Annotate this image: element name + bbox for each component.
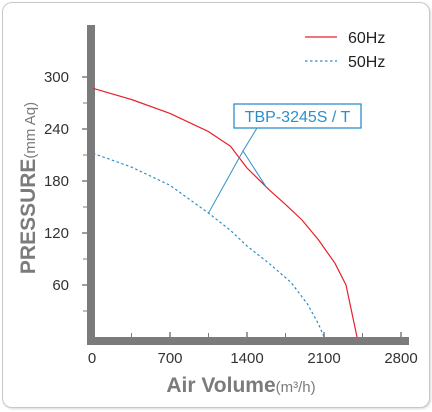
x-axis-label: Air Volume: [166, 374, 275, 397]
x-tick-label: 700: [157, 350, 182, 367]
series-annotation: TBP-3245S / T: [208, 103, 362, 214]
y-tick-label: 300: [44, 69, 69, 86]
annotation-label: TBP-3245S / T: [245, 109, 351, 126]
x-tick-label: 1400: [230, 350, 263, 367]
y-tick-label: 180: [44, 173, 69, 190]
x-axis-title: Air Volume(m³/h): [166, 374, 315, 397]
series-line-60hz: [92, 87, 358, 338]
legend-label-50hz: 50Hz: [348, 54, 385, 71]
x-tick-label: 0: [88, 350, 96, 367]
chart-card: 60 120 180 240 300 0 700 1400 2100 2800 TBP-3245S…: [2, 2, 430, 408]
callout-line: [242, 127, 258, 152]
legend: 60Hz 50Hz: [305, 30, 385, 71]
legend-label-60hz: 60Hz: [348, 30, 385, 47]
annotation-box: [233, 103, 362, 129]
y-axis-unit: (mm Aq): [22, 102, 39, 159]
x-axis-unit: (m³/h): [276, 379, 316, 396]
y-tick-label: 240: [44, 121, 69, 138]
callout-line: [208, 150, 244, 214]
callout-line: [242, 150, 268, 189]
y-axis-bar: [87, 25, 95, 343]
y-tick-label: 120: [44, 225, 69, 242]
series-line-50hz: [92, 152, 325, 338]
x-tick-label: 2800: [384, 350, 417, 367]
pressure-airflow-chart: 60 120 180 240 300 0 700 1400 2100 2800 TBP-3245S…: [17, 25, 418, 397]
y-axis-title: PRESSURE(mm Aq): [17, 102, 40, 274]
y-tick-label: 60: [52, 277, 69, 294]
x-tick-label: 2100: [307, 350, 340, 367]
x-axis-bar: [87, 337, 409, 345]
y-axis-label: PRESSURE: [17, 159, 40, 275]
